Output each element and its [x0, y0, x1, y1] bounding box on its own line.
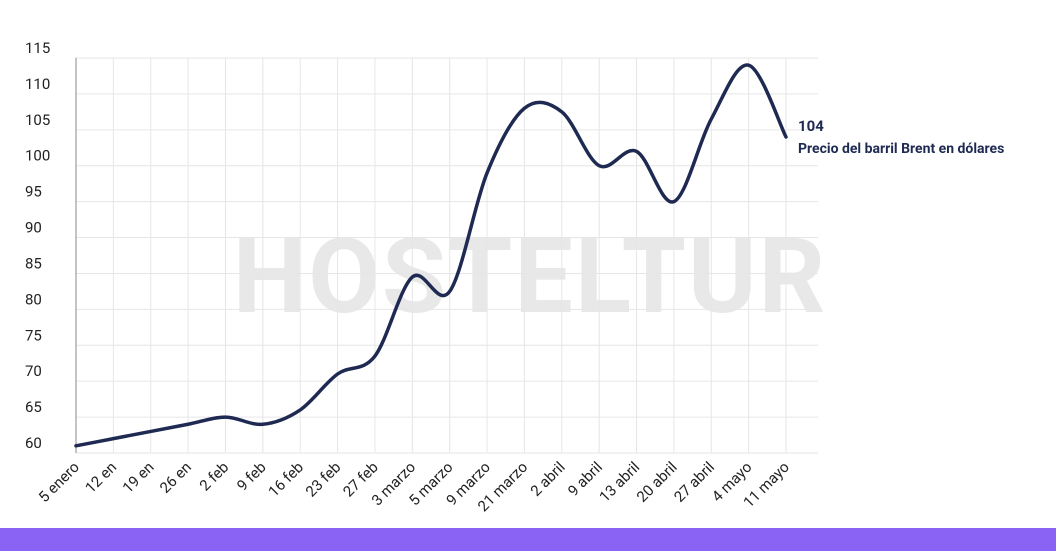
y-tick-label: 95	[25, 183, 42, 201]
x-tick-label: 2 feb	[196, 458, 232, 494]
end-value-label: 104	[798, 117, 824, 135]
footer-bar	[0, 528, 1056, 551]
y-tick-label: 105	[25, 111, 50, 129]
y-tick-label: 75	[25, 326, 42, 344]
watermark: HOSTELTUR	[233, 217, 827, 338]
x-tick-label: 2 abril	[527, 458, 569, 500]
x-tick-label: 13 abril	[596, 458, 644, 506]
y-tick-label: 70	[25, 362, 42, 380]
x-tick-label: 19 en	[119, 458, 158, 497]
y-tick-label: 80	[25, 290, 42, 308]
y-tick-label: 115	[25, 39, 50, 57]
x-tick-label: 5 enero	[35, 458, 83, 506]
x-tick-label: 20 abril	[633, 458, 681, 506]
y-tick-label: 60	[25, 434, 42, 452]
x-tick-label: 12 en	[81, 458, 120, 497]
x-tick-label: 26 en	[156, 458, 195, 497]
y-tick-label: 100	[25, 147, 50, 165]
x-tick-label: 23 feb	[302, 458, 344, 500]
y-tick-label: 90	[25, 219, 42, 237]
y-tick-label: 65	[25, 398, 42, 416]
data-line	[74, 63, 788, 448]
y-tick-label: 110	[25, 75, 50, 93]
series-label: Precio del barril Brent en dólares	[798, 141, 1004, 157]
x-tick-label: 16 feb	[265, 458, 307, 500]
x-tick-label: 27 abril	[670, 458, 718, 506]
y-tick-label: 85	[25, 254, 42, 272]
x-tick-label: 9 feb	[233, 458, 269, 494]
